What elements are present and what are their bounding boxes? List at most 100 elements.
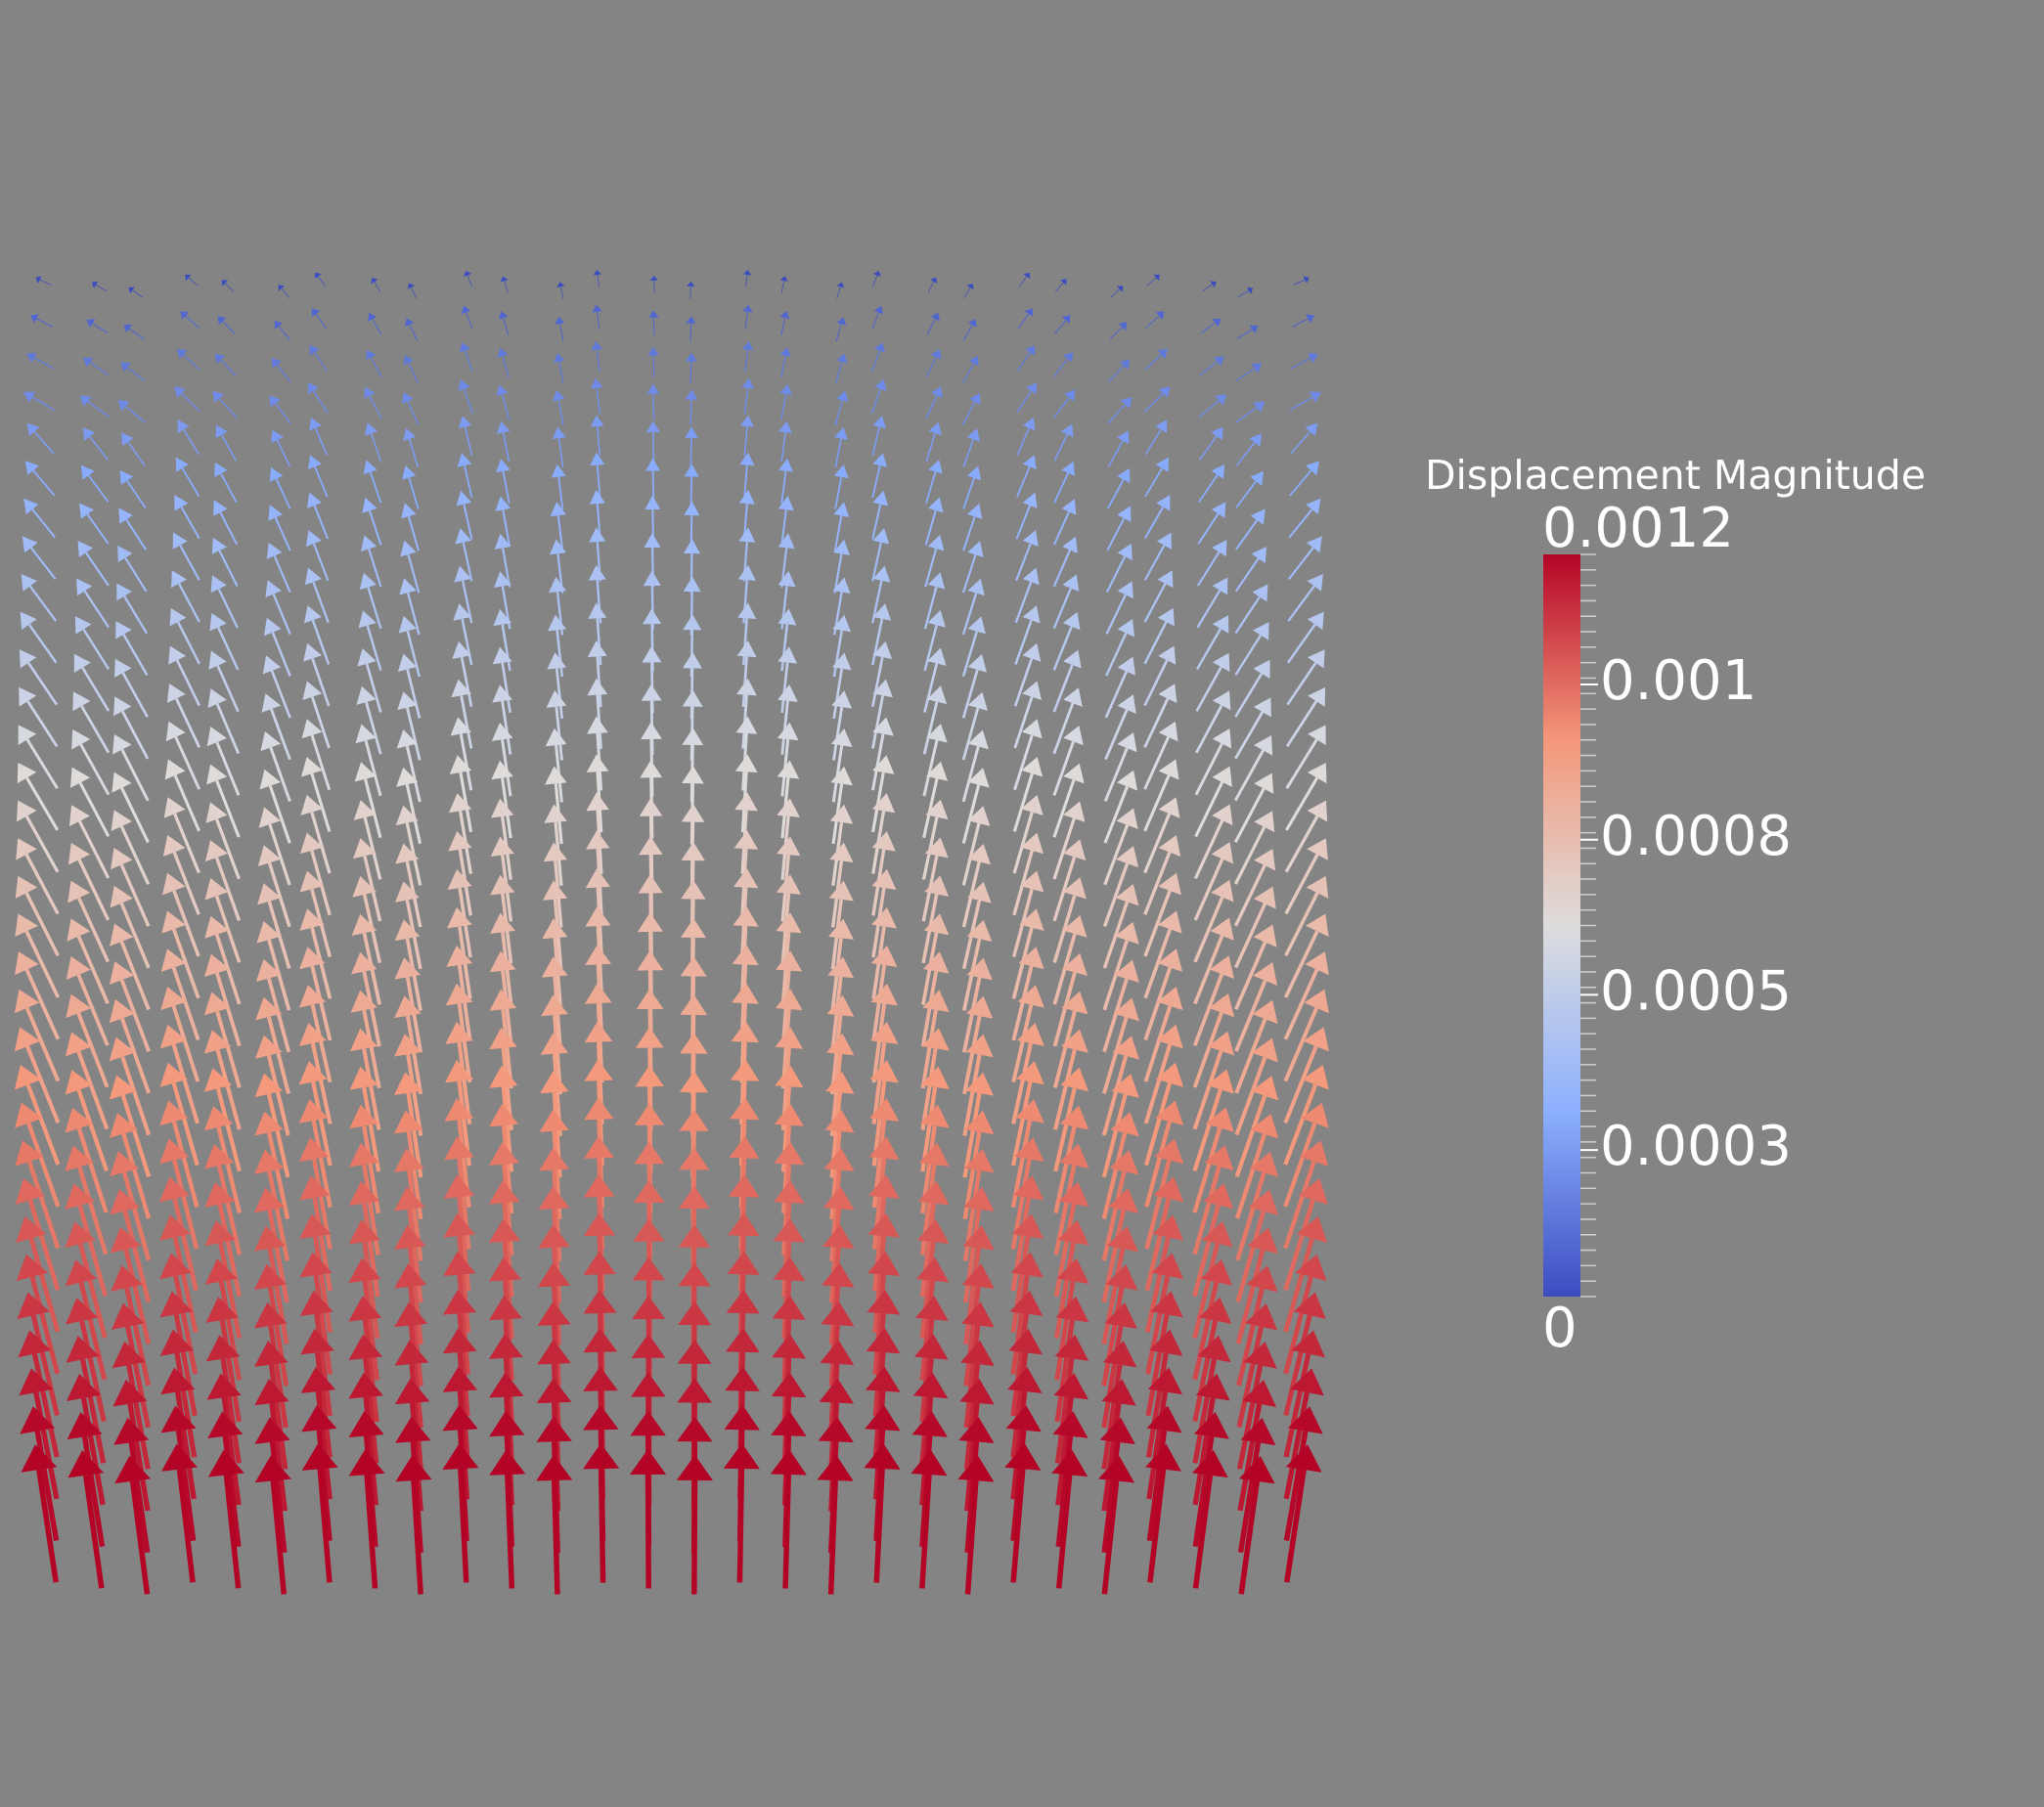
glyph-head	[349, 1104, 379, 1129]
glyph-head	[221, 280, 229, 286]
glyph-head	[496, 420, 511, 434]
glyph-shaft	[33, 1391, 60, 1500]
glyph-shaft	[962, 363, 975, 383]
glyph-head	[914, 1296, 949, 1322]
glyph-head	[500, 276, 509, 283]
glyph-shaft	[1237, 1441, 1262, 1553]
glyph-head	[734, 754, 758, 773]
glyph-shaft	[651, 431, 655, 463]
glyph-head	[583, 1366, 618, 1391]
glyph-head	[1105, 1264, 1138, 1291]
glyph-shaft	[122, 634, 149, 677]
glyph-shaft	[1053, 1087, 1077, 1172]
glyph-head	[355, 724, 377, 744]
glyph-head	[348, 1219, 380, 1245]
glyph-head	[641, 683, 662, 701]
glyph-shaft	[24, 854, 60, 915]
glyph-head	[262, 655, 282, 675]
glyph-head	[1306, 314, 1315, 324]
glyph-shaft	[79, 1320, 107, 1423]
glyph-head	[630, 1410, 666, 1436]
glyph-head	[160, 987, 187, 1011]
glyph-shaft	[273, 554, 291, 594]
glyph-shaft	[551, 1479, 560, 1595]
glyph-shaft	[317, 1469, 333, 1583]
glyph-shaft	[216, 1165, 243, 1256]
glyph-shaft	[310, 696, 331, 749]
glyph-head	[217, 316, 227, 326]
glyph-head	[393, 1072, 423, 1095]
glyph-head	[300, 1328, 334, 1355]
glyph-head	[1309, 391, 1321, 403]
glyph-head	[827, 956, 855, 979]
glyph-shaft	[596, 464, 601, 499]
glyph-head	[539, 1109, 569, 1132]
glyph-head	[305, 530, 322, 548]
glyph-shaft	[1101, 1210, 1126, 1303]
glyph-head	[464, 270, 471, 277]
glyph-shaft	[1054, 1242, 1076, 1339]
glyph-shaft	[315, 313, 328, 330]
glyph-shaft	[1102, 978, 1129, 1053]
glyph-shaft	[502, 432, 511, 463]
glyph-head	[685, 389, 698, 400]
glyph-shaft	[86, 513, 110, 545]
glyph-shaft	[832, 706, 844, 761]
glyph-head	[1111, 1074, 1139, 1098]
glyph-head	[593, 270, 602, 276]
glyph-shaft	[407, 515, 420, 551]
glyph-head	[919, 1104, 950, 1128]
glyph-head	[1253, 622, 1269, 640]
glyph-shaft	[25, 776, 60, 831]
glyph-shaft	[834, 438, 842, 468]
glyph-shaft	[1144, 507, 1165, 539]
glyph-shaft	[780, 700, 789, 755]
glyph-head	[742, 270, 752, 276]
glyph-head	[1250, 1113, 1279, 1139]
glyph-shaft	[125, 518, 148, 551]
glyph-head	[109, 1075, 137, 1100]
glyph-head	[1306, 913, 1329, 938]
glyph-head	[1120, 396, 1133, 409]
glyph-shaft	[275, 478, 291, 509]
glyph-shaft	[1104, 709, 1129, 761]
glyph-shaft	[1235, 480, 1257, 508]
glyph-shaft	[364, 739, 382, 797]
glyph-head	[364, 386, 376, 399]
glyph-head	[350, 990, 378, 1013]
glyph-shaft	[741, 618, 748, 666]
glyph-head	[208, 650, 227, 670]
glyph-head	[1023, 272, 1031, 280]
glyph-head	[1063, 687, 1083, 707]
glyph-head	[963, 1148, 995, 1173]
glyph-head	[407, 283, 416, 289]
glyph-shaft	[961, 822, 981, 886]
glyph-shaft	[362, 1086, 381, 1172]
glyph-head	[1062, 914, 1088, 938]
glyph-head	[160, 948, 187, 972]
glyph-head	[356, 685, 377, 705]
glyph-shaft	[502, 1203, 514, 1298]
glyph-shaft	[215, 741, 241, 796]
glyph-shaft	[171, 1121, 200, 1208]
glyph-shaft	[1143, 928, 1173, 999]
glyph-head	[19, 649, 37, 669]
glyph-head	[169, 607, 187, 627]
glyph-head	[643, 608, 662, 625]
glyph-shaft	[1233, 787, 1266, 844]
glyph-shaft	[1198, 400, 1220, 419]
minor-ticks	[1580, 553, 1596, 1298]
glyph-head	[160, 1405, 197, 1433]
glyph-head	[735, 716, 758, 734]
glyph-head	[254, 1379, 289, 1406]
glyph-shaft	[780, 317, 786, 336]
glyph-head	[1287, 1406, 1323, 1434]
glyph-shaft	[31, 396, 56, 412]
glyph-shaft	[216, 665, 240, 713]
glyph-head	[1056, 1257, 1089, 1284]
glyph-shaft	[268, 785, 291, 844]
glyph-head	[728, 1212, 760, 1237]
glyph-shaft	[1052, 626, 1073, 671]
glyph-head	[776, 912, 802, 934]
glyph-head	[644, 495, 661, 510]
